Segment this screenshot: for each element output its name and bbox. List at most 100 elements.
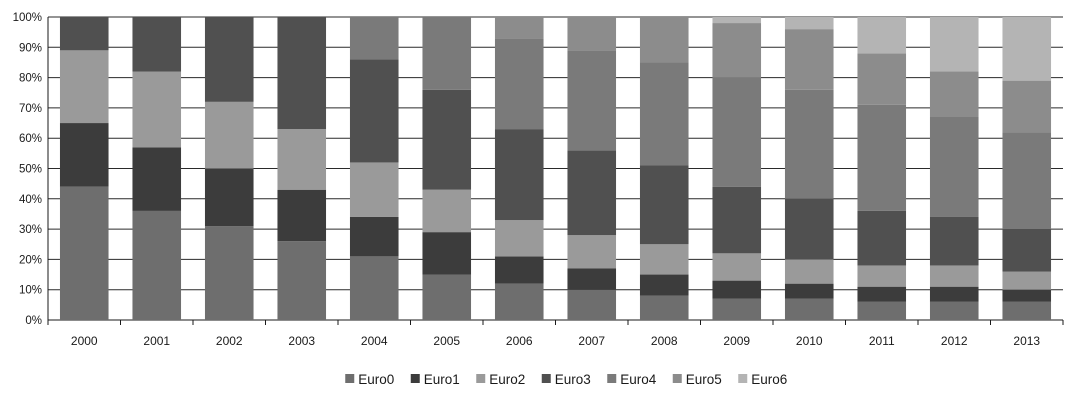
bar-segment-euro1-2008: [639, 274, 689, 296]
bar-segment-euro3-2001: [132, 17, 182, 72]
x-tick-label: 2008: [651, 334, 678, 348]
y-tick-label: 0%: [25, 315, 42, 327]
y-tick-label: 50%: [19, 164, 42, 176]
bar-segment-euro6-2013: [1002, 17, 1052, 81]
bar-segment-euro1-2003: [277, 189, 327, 242]
bar-segment-euro1-2012: [929, 286, 979, 302]
bar-segment-euro0-2010: [784, 298, 834, 320]
bar-segment-euro0-2012: [929, 301, 979, 320]
bar-segment-euro4-2004: [349, 17, 399, 60]
bar-segment-euro1-2004: [349, 216, 399, 257]
bar-segment-euro2-2007: [567, 235, 617, 269]
bar-segment-euro0-2007: [567, 289, 617, 320]
bar-segment-euro3-2004: [349, 59, 399, 163]
bar-segment-euro5-2011: [857, 53, 907, 105]
bar-segment-euro2-2000: [59, 50, 109, 124]
legend-label-euro5: Euro5: [686, 372, 722, 387]
legend-swatch-euro6: [738, 374, 748, 383]
bar-segment-euro1-2001: [132, 147, 182, 211]
x-tick-label: 2006: [506, 334, 533, 348]
bar-segment-euro3-2002: [204, 17, 254, 102]
bar-segment-euro1-2002: [204, 168, 254, 227]
bar-segment-euro0-2008: [639, 295, 689, 320]
bar-segment-euro2-2004: [349, 162, 399, 217]
bar-segment-euro2-2008: [639, 244, 689, 275]
bar-segment-euro4-2010: [784, 89, 834, 199]
bar-segment-euro3-2009: [712, 186, 762, 254]
bar-segment-euro3-2007: [567, 150, 617, 236]
bar-segment-euro4-2005: [422, 17, 472, 90]
y-tick-label: 100%: [13, 12, 42, 24]
bar-segment-euro4-2011: [857, 104, 907, 211]
bar-segment-euro1-2011: [857, 286, 907, 302]
bar-segment-euro0-2001: [132, 210, 182, 320]
bar-segment-euro1-2009: [712, 280, 762, 299]
bar-segment-euro3-2000: [59, 17, 109, 51]
legend-swatch-euro0: [345, 374, 355, 383]
bar-segment-euro2-2003: [277, 129, 327, 190]
bar-segment-euro1-2006: [494, 256, 544, 284]
x-tick-label: 2012: [941, 334, 968, 348]
bar-segment-euro3-2010: [784, 198, 834, 260]
legend-label-euro6: Euro6: [751, 372, 787, 387]
x-tick-label: 2013: [1013, 334, 1040, 348]
bar-segment-euro0-2006: [494, 283, 544, 320]
legend-label-euro4: Euro4: [620, 372, 657, 387]
legend-swatch-euro3: [541, 374, 551, 383]
bar-segment-euro1-2000: [59, 123, 109, 187]
legend-label-euro3: Euro3: [555, 372, 591, 387]
bar-segment-euro6-2012: [929, 17, 979, 72]
bar-segment-euro4-2009: [712, 77, 762, 187]
x-tick-label: 2004: [361, 334, 388, 348]
bar-segment-euro4-2007: [567, 50, 617, 151]
x-tick-label: 2011: [869, 334, 895, 348]
bar-segment-euro2-2002: [204, 101, 254, 169]
bar-segment-euro4-2013: [1002, 132, 1052, 230]
bar-segment-euro2-2009: [712, 253, 762, 281]
y-tick-label: 80%: [19, 73, 42, 85]
y-tick-label: 70%: [19, 103, 42, 115]
x-tick-label: 2003: [288, 334, 315, 348]
x-tick-label: 2005: [433, 334, 460, 348]
bar-segment-euro3-2003: [277, 17, 327, 130]
y-tick-label: 60%: [19, 133, 42, 145]
bar-segment-euro6-2011: [857, 17, 907, 54]
bar-segment-euro6-2009: [712, 17, 762, 24]
y-tick-label: 30%: [19, 224, 42, 236]
bar-segment-euro2-2010: [784, 259, 834, 284]
bar-segment-euro2-2005: [422, 189, 472, 233]
legend-swatch-euro4: [607, 374, 617, 383]
legend-label-euro0: Euro0: [358, 372, 394, 387]
bar-segment-euro2-2012: [929, 265, 979, 287]
bar-segment-euro0-2009: [712, 298, 762, 320]
bar-segment-euro2-2001: [132, 71, 182, 148]
y-tick-label: 20%: [19, 254, 42, 266]
bar-segment-euro2-2013: [1002, 271, 1052, 290]
bar-segment-euro0-2013: [1002, 301, 1052, 320]
legend-label-euro2: Euro2: [489, 372, 525, 387]
y-tick-label: 40%: [19, 194, 42, 206]
bar-segment-euro1-2013: [1002, 289, 1052, 302]
bar-segment-euro1-2010: [784, 283, 834, 299]
bar-segment-euro6-2010: [784, 17, 834, 30]
bar-segment-euro4-2008: [639, 62, 689, 166]
bar-segment-euro0-2002: [204, 226, 254, 320]
x-tick-label: 2007: [578, 334, 605, 348]
legend-swatch-euro5: [672, 374, 682, 383]
bar-segment-euro4-2012: [929, 116, 979, 217]
bar-segment-euro5-2013: [1002, 80, 1052, 133]
bar-segment-euro5-2006: [494, 17, 544, 39]
bar-segment-euro3-2012: [929, 216, 979, 266]
bar-segment-euro3-2008: [639, 165, 689, 245]
bar-segment-euro5-2007: [567, 17, 617, 51]
bar-segment-euro5-2009: [712, 23, 762, 78]
bar-segment-euro0-2004: [349, 256, 399, 320]
legend-swatch-euro1: [410, 374, 420, 383]
bar-segment-euro3-2005: [422, 89, 472, 190]
x-tick-label: 2000: [71, 334, 98, 348]
bar-segment-euro3-2011: [857, 210, 907, 266]
x-tick-label: 2002: [216, 334, 243, 348]
bar-segment-euro0-2011: [857, 301, 907, 320]
